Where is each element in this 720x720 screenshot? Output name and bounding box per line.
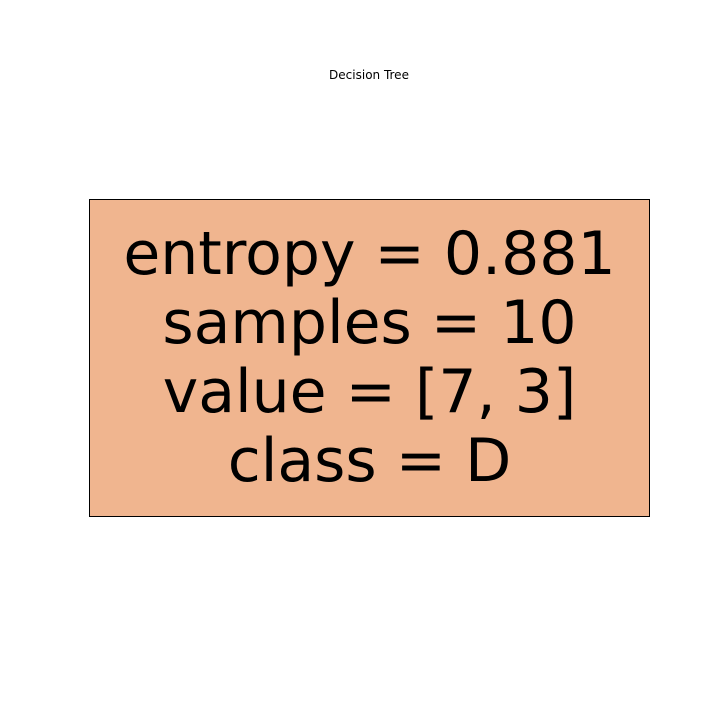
node-text: entropy = 0.881 samples = 10 value = [7,… <box>90 220 649 496</box>
figure-title: Decision Tree <box>329 68 409 82</box>
tree-node-root: entropy = 0.881 samples = 10 value = [7,… <box>89 199 650 517</box>
node-samples: samples = 10 <box>162 288 577 358</box>
node-value: value = [7, 3] <box>162 357 577 427</box>
node-entropy: entropy = 0.881 <box>123 219 616 289</box>
node-class: class = D <box>227 426 512 496</box>
